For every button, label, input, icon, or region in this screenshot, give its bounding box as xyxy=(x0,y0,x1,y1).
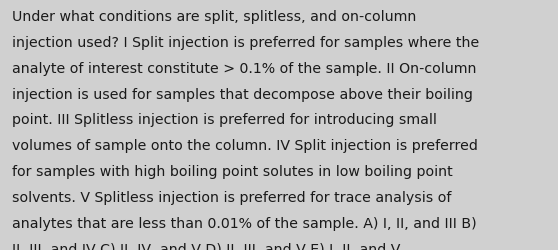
Text: analyte of interest constitute > 0.1% of the sample. II On-column: analyte of interest constitute > 0.1% of… xyxy=(12,62,477,76)
Text: injection is used for samples that decompose above their boiling: injection is used for samples that decom… xyxy=(12,87,473,101)
Text: II, III, and IV C) II, IV, and V D) II, III, and V E) I, II, and V: II, III, and IV C) II, IV, and V D) II, … xyxy=(12,242,401,250)
Text: point. III Splitless injection is preferred for introducing small: point. III Splitless injection is prefer… xyxy=(12,113,437,127)
Text: injection used? I Split injection is preferred for samples where the: injection used? I Split injection is pre… xyxy=(12,36,479,50)
Text: Under what conditions are split, splitless, and on-column: Under what conditions are split, splitle… xyxy=(12,10,417,24)
Text: analytes that are less than 0.01% of the sample. A) I, II, and III B): analytes that are less than 0.01% of the… xyxy=(12,216,477,230)
Text: solvents. V Splitless injection is preferred for trace analysis of: solvents. V Splitless injection is prefe… xyxy=(12,190,451,204)
Text: for samples with high boiling point solutes in low boiling point: for samples with high boiling point solu… xyxy=(12,164,453,178)
Text: volumes of sample onto the column. IV Split injection is preferred: volumes of sample onto the column. IV Sp… xyxy=(12,139,478,153)
